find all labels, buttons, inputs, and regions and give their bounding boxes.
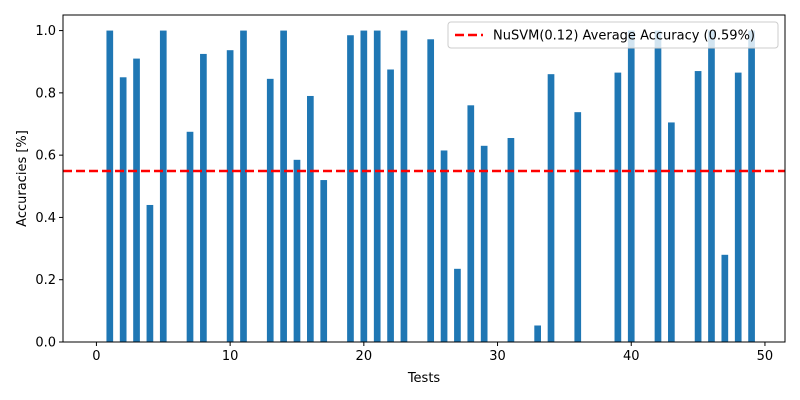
x-tick-label: 0 bbox=[92, 349, 100, 364]
y-axis-label: Accuracies [%] bbox=[15, 130, 30, 227]
bar-test-25 bbox=[427, 39, 435, 342]
y-tick-label: 0.4 bbox=[35, 211, 56, 226]
bar-test-46 bbox=[708, 30, 715, 342]
bar-test-16 bbox=[307, 95, 314, 342]
bar-test-4 bbox=[146, 204, 154, 342]
bar-test-27 bbox=[454, 268, 461, 342]
y-tick-label: 0.8 bbox=[35, 86, 56, 101]
bar-test-17 bbox=[320, 180, 328, 342]
bar-test-49 bbox=[748, 30, 755, 342]
x-tick-label: 50 bbox=[757, 349, 774, 364]
bar-test-3 bbox=[133, 58, 140, 342]
bar-test-21 bbox=[373, 30, 381, 342]
bar-test-45 bbox=[694, 71, 702, 343]
bar-test-5 bbox=[159, 30, 167, 342]
bar-test-39 bbox=[614, 72, 622, 342]
y-axis-ticks: 0.0 0.2 0.4 0.6 0.8 1.0 bbox=[35, 24, 63, 351]
y-tick-label: 0.2 bbox=[35, 273, 56, 288]
y-tick-label: 1.0 bbox=[35, 24, 56, 39]
bar-test-13 bbox=[266, 78, 274, 342]
bar-test-40 bbox=[627, 30, 635, 342]
plot-frame bbox=[62, 14, 786, 343]
bar-test-23 bbox=[400, 30, 408, 342]
bar-test-15 bbox=[293, 159, 301, 342]
x-tick-label: 10 bbox=[222, 349, 239, 364]
bar-test-19 bbox=[347, 35, 354, 342]
bar-test-33 bbox=[534, 325, 541, 342]
bar-test-42 bbox=[654, 30, 662, 342]
bar-test-47 bbox=[721, 254, 729, 342]
legend-entry-label: NuSVM(0.12) Average Accuracy (0.59%) bbox=[493, 29, 755, 44]
y-tick-label: 0.6 bbox=[35, 149, 56, 164]
x-tick-label: 40 bbox=[623, 349, 640, 364]
bar-test-1 bbox=[106, 30, 114, 342]
legend: NuSVM(0.12) Average Accuracy (0.59%) bbox=[447, 21, 779, 49]
bar-test-8 bbox=[200, 53, 207, 343]
bar-test-29 bbox=[480, 145, 488, 342]
x-axis-ticks: 0 10 20 30 40 50 bbox=[92, 342, 773, 364]
y-tick-label: 0.0 bbox=[35, 336, 56, 351]
bar-test-48 bbox=[734, 72, 742, 342]
x-tick-label: 30 bbox=[489, 349, 506, 364]
bar-test-20 bbox=[360, 30, 368, 342]
bar-test-14 bbox=[280, 30, 287, 342]
bar-test-36 bbox=[574, 112, 582, 342]
legend-box bbox=[447, 21, 779, 49]
bar-test-7 bbox=[186, 131, 194, 342]
bar-test-2 bbox=[119, 77, 127, 343]
x-tick-label: 20 bbox=[356, 349, 373, 364]
bar-test-26 bbox=[440, 150, 448, 342]
bar-test-11 bbox=[240, 30, 247, 342]
bar-test-31 bbox=[507, 138, 515, 342]
bars-group bbox=[106, 30, 755, 343]
bar-test-22 bbox=[387, 69, 394, 342]
bar-test-34 bbox=[547, 74, 555, 343]
bar-test-43 bbox=[668, 122, 675, 342]
bar-test-10 bbox=[226, 50, 234, 342]
bar-test-28 bbox=[467, 105, 475, 342]
x-axis-label: Tests bbox=[407, 371, 441, 386]
